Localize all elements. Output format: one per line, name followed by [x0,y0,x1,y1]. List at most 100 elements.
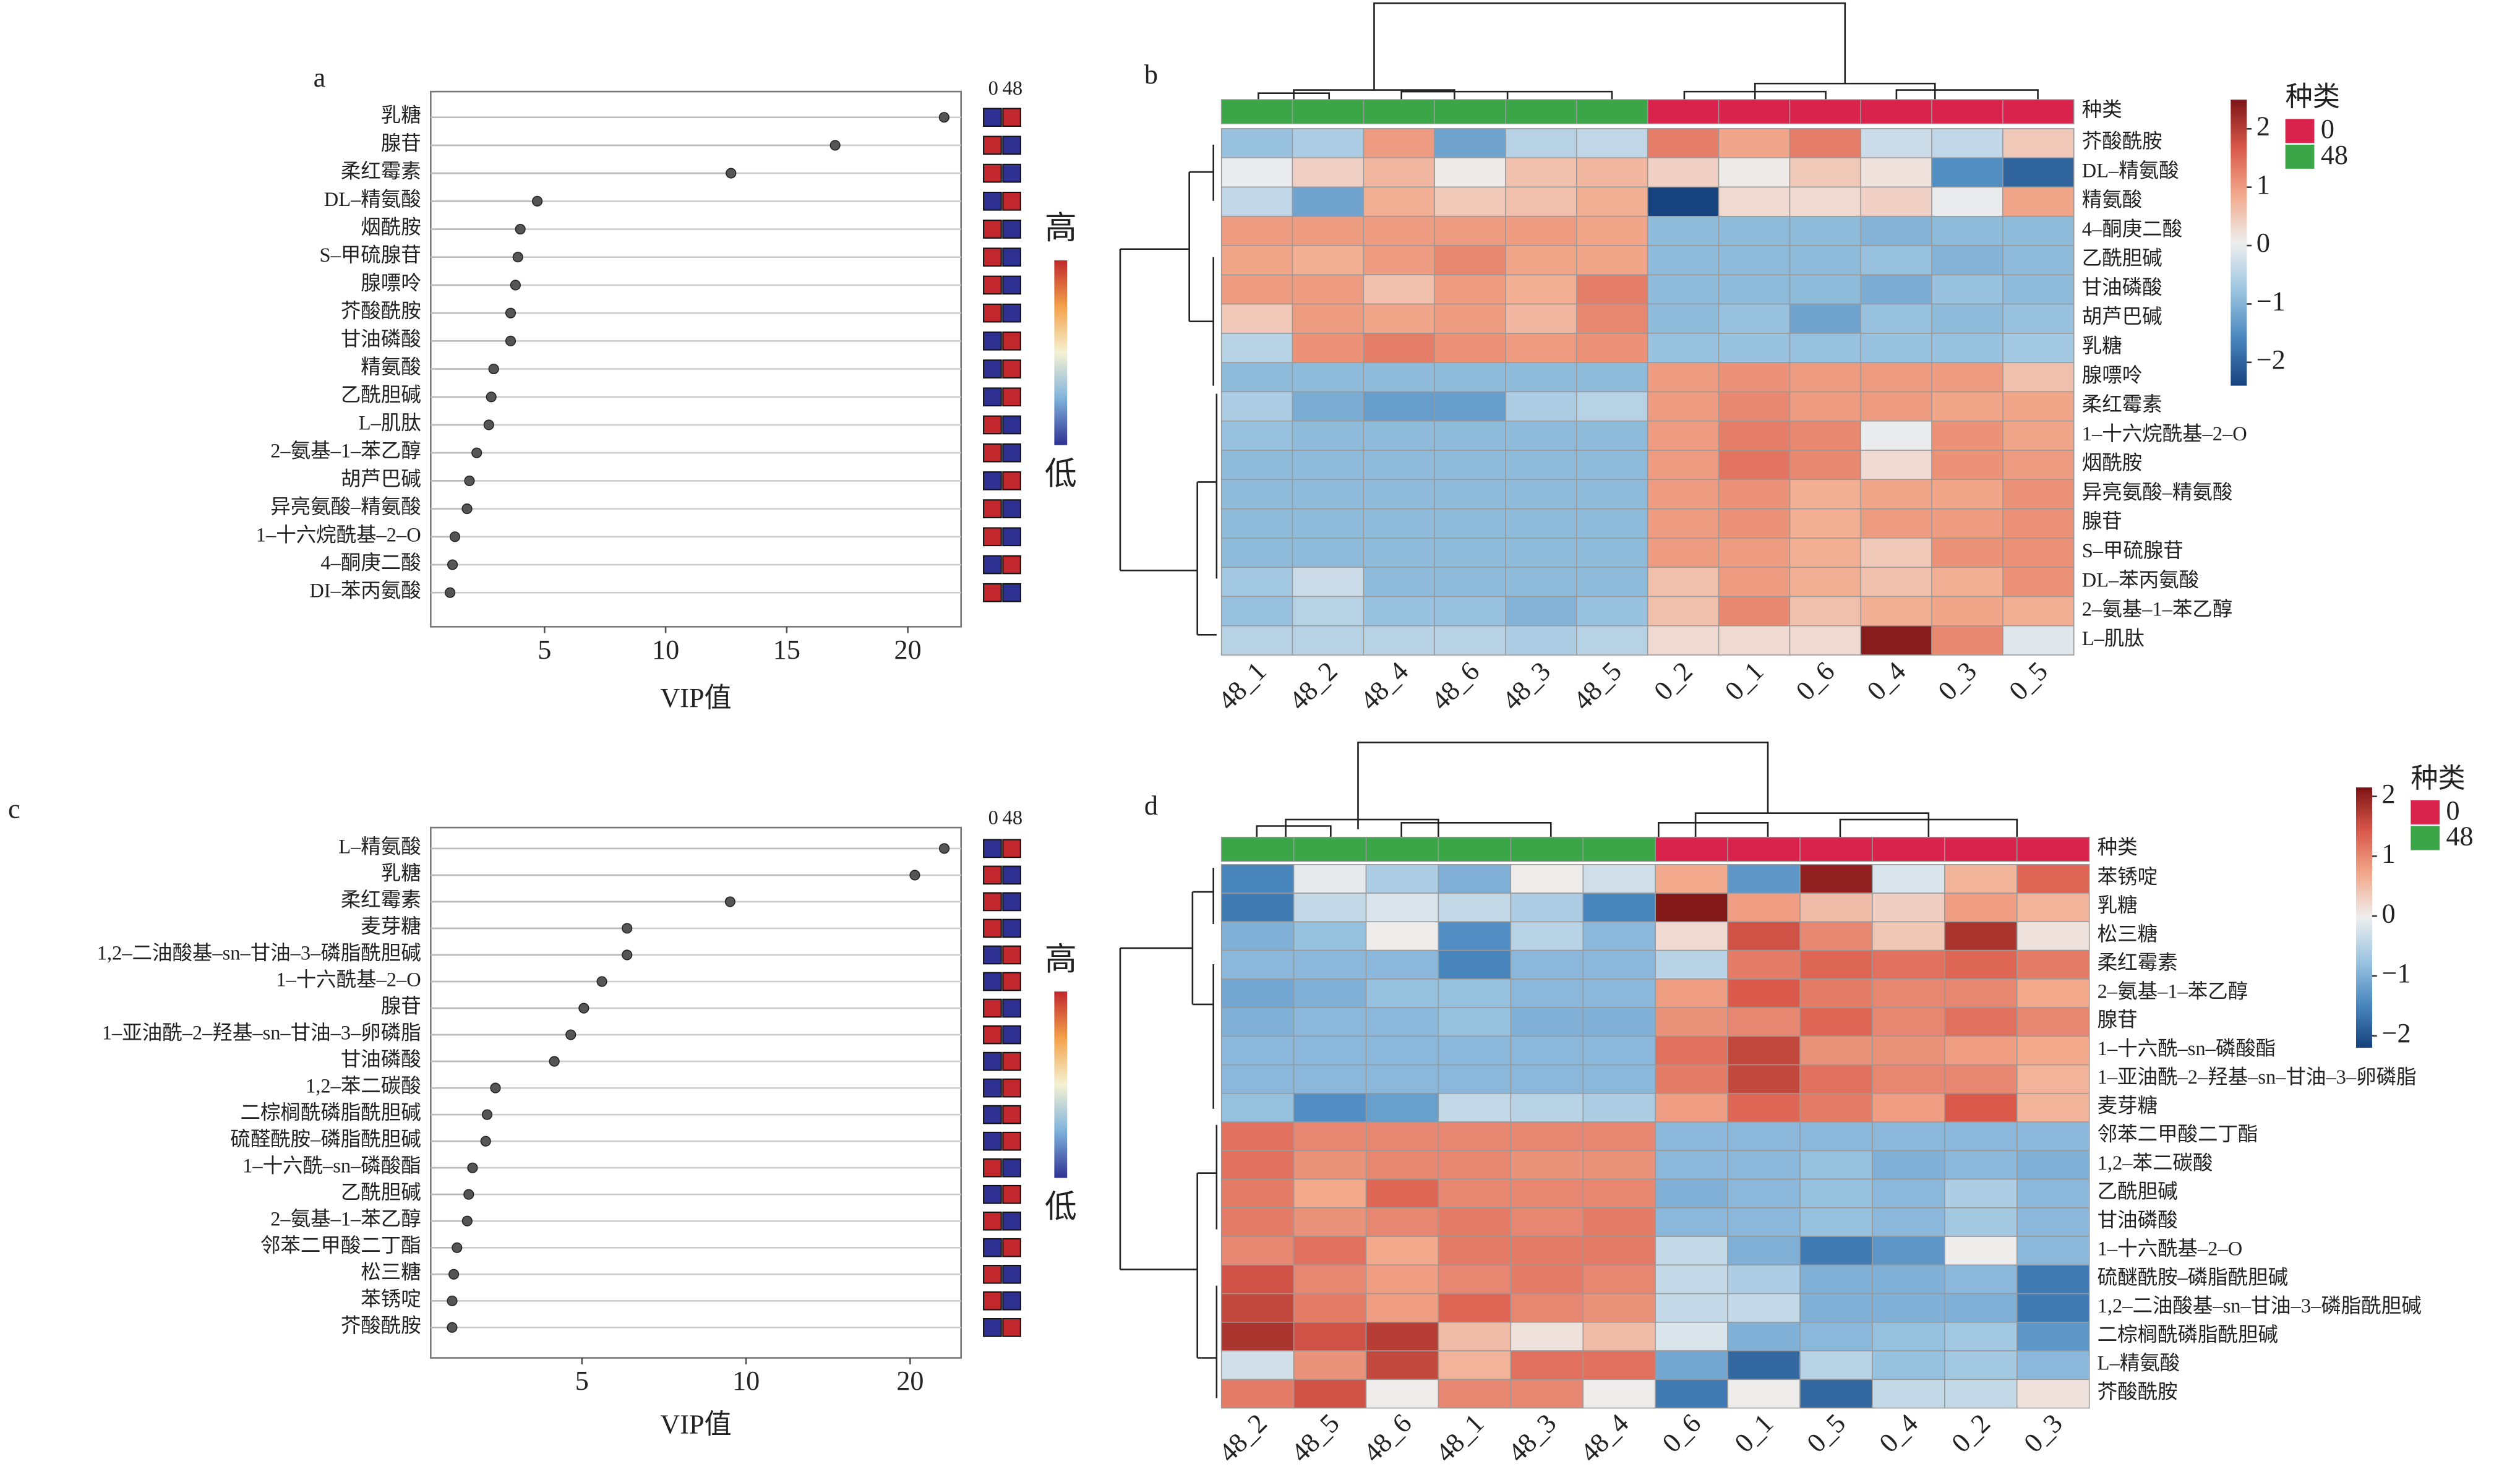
group-annotation [1789,99,1861,124]
heatmap-cell [1799,1236,1873,1266]
heatmap-cell [1789,333,1861,363]
group-indicator [1002,247,1021,267]
heatmap-cell [2002,303,2075,334]
heatmap-cell [1220,1264,1295,1294]
x-tick-label: 10 [732,1366,760,1396]
dot [481,1109,493,1120]
group-annotation [1505,99,1577,124]
legend-label: 0 [2446,795,2459,826]
heatmap-cell [1505,537,1577,568]
heatmap-cell [1789,215,1861,246]
row-label: 柔红霉素 [2098,951,2178,974]
heatmap-cell [1647,420,1720,451]
dot [578,1003,589,1014]
group-indicator [983,555,1002,575]
heatmap-cell [1365,1064,1439,1094]
dot [448,1269,460,1280]
heatmap-cell [1860,186,1932,217]
x-tick-label: 5 [538,635,551,665]
heatmap-cell [1220,157,1293,188]
heatmap-cell [1582,949,1656,980]
row-label: 二棕榈酰磷脂酰胆碱 [2098,1323,2278,1346]
heatmap-cell [1434,274,1506,305]
row-label: 乳糖 [2082,335,2122,357]
heatmap-cell [1789,508,1861,539]
heatmap-cell [1789,450,1861,481]
heatmap-cell [1655,921,1728,951]
heatmap-cell [2016,1236,2090,1266]
heatmap-cell [1220,1064,1295,1094]
heatmap-cell [1582,1322,1656,1351]
heatmap-cell [1718,450,1791,481]
heatmap-cell [1363,567,1435,597]
heatmap-cell [1789,391,1861,422]
heatmap-cell [1292,479,1365,510]
heatmap-cell [1860,215,1932,246]
heatmap-cell [1872,1035,1945,1066]
heatmap-cell [2002,596,2075,627]
heatmap-cell [1434,391,1506,422]
heatmap-cell [1872,921,1945,951]
heatmap-cell [1365,978,1439,1008]
heatmap-cell [1438,921,1512,951]
color-bar-tick-label: 1 [2256,169,2270,200]
row-label: 2–氨基–1–苯乙醇 [2098,980,2248,1003]
heatmap-cell [1510,1035,1584,1066]
heatmap-cell [1576,508,1648,539]
heatmap-cell [1292,245,1365,276]
row-label: 1,2–二油酸基–sn–甘油–3–磷脂酰胆碱 [2098,1294,2422,1317]
y-tick-label: 乙酰胆碱 [341,383,421,406]
heatmap-cell [1860,274,1932,305]
row-label: L–肌肽 [2082,627,2145,650]
group-indicator [1002,359,1021,379]
heatmap-cell [1363,625,1435,656]
dot [596,976,607,987]
heatmap-cell [1655,1064,1728,1094]
heatmap-cell [1510,1007,1584,1037]
heatmap-cell [1718,362,1791,393]
row-label: 1–十六酰基–2–O [2098,1238,2243,1260]
heatmap-cell [2002,479,2075,510]
dot [549,1056,560,1067]
dot [463,1189,474,1200]
heatmap-cell [1799,1207,1873,1237]
heatmap-cell [1799,1264,1873,1294]
heatmap-cell [1438,1264,1512,1294]
heatmap-cell [2002,186,2075,217]
row-label: 2–氨基–1–苯乙醇 [2082,598,2233,621]
heatmap-cell [1860,567,1932,597]
group-header: 48 [1003,77,1022,100]
heatmap-cell [2002,625,2075,656]
heatmap-cell [1799,1350,1873,1380]
row-label: 1,2–苯二碳酸 [2098,1152,2213,1175]
group-annotation [1727,836,1801,862]
heatmap-cell [1438,1322,1512,1351]
heatmap-cell [2016,1007,2090,1037]
legend-title: 种类 [2411,763,2465,794]
heatmap-cell [2002,128,2075,158]
group-indicator [1002,1264,1021,1284]
heatmap-cell [1944,1064,2018,1094]
heatmap-cell [1293,1350,1367,1380]
group-annotation [1872,836,1945,862]
group-indicator [983,135,1002,155]
heatmap-cell [1576,274,1648,305]
legend-swatch [2411,800,2440,824]
heatmap-cell [1789,245,1861,276]
heatmap-cell [2002,333,2075,363]
scale-bar [1054,260,1068,445]
heatmap-cell [1363,245,1435,276]
row-label: 异亮氨酸–精氨酸 [2082,481,2233,503]
heatmap-cell [1727,1236,1801,1266]
heatmap-cell [1718,215,1791,246]
group-indicator [983,303,1002,323]
heatmap-cell [1292,508,1365,539]
y-tick-label: 异亮氨酸–精氨酸 [270,495,421,518]
heatmap-cell [1220,1178,1295,1209]
heatmap-cell [2002,567,2075,597]
group-indicator [1002,275,1021,295]
y-tick-label: 1–十六烷酰基–2–O [256,523,421,546]
heatmap-cell [1582,1178,1656,1209]
color-bar-tick-label: −2 [2256,344,2286,375]
heatmap-cell [1292,128,1365,158]
